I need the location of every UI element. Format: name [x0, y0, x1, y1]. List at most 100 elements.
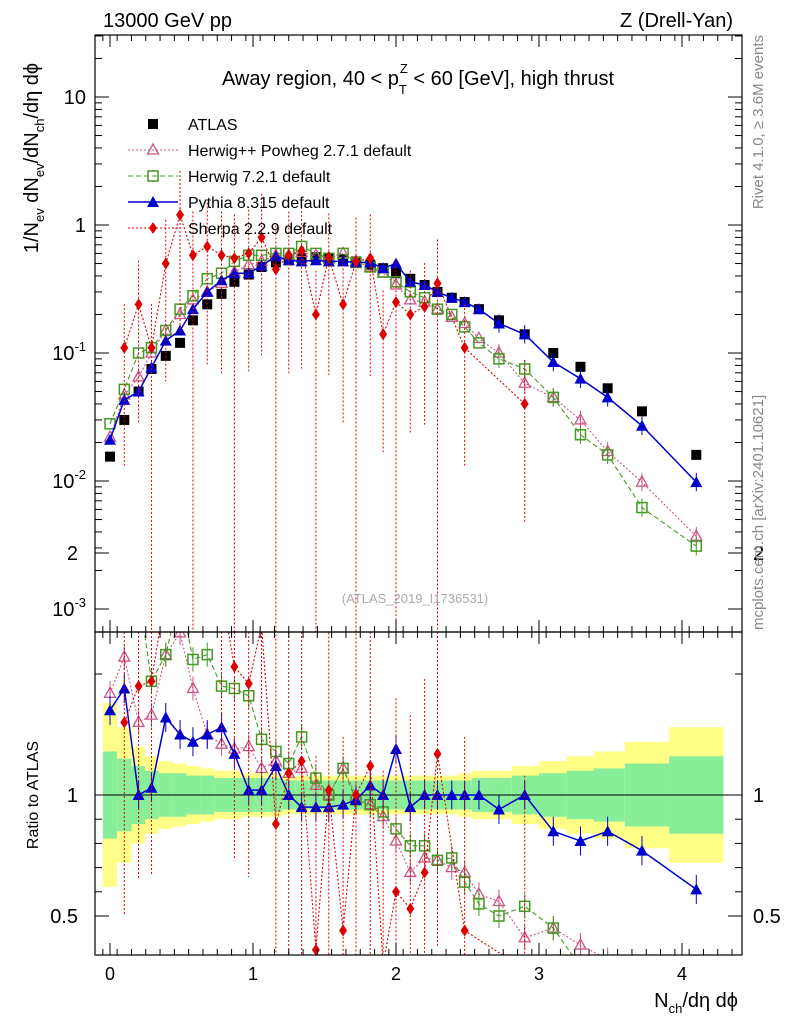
data-point [176, 208, 185, 221]
ratio-point [547, 825, 560, 837]
data-point [134, 298, 143, 311]
data-point [574, 372, 587, 384]
data-point [458, 296, 471, 308]
legend-label: ATLAS [188, 117, 238, 134]
data-point [377, 262, 390, 274]
ratio-point [574, 834, 587, 846]
data-point [473, 337, 485, 349]
ratio-point [472, 789, 485, 800]
data-point [518, 375, 532, 388]
ratio-point [186, 735, 199, 747]
legend-label: Herwig 7.2.1 default [188, 169, 331, 186]
ratio-point [492, 803, 505, 815]
data-point [690, 476, 703, 488]
ratio-point [493, 910, 505, 922]
ratio-point [445, 789, 458, 800]
ratio-point [173, 632, 187, 638]
y-tick-label: 1 [75, 215, 86, 237]
ratio-point [201, 648, 213, 661]
legend-label: Sherpa 2.2.9 default [188, 221, 333, 238]
ratio-point [390, 743, 402, 755]
ratio-point [473, 898, 485, 910]
axis-ticks: 0 1 2 3 4 10-3 10-2 10-1 1 10 0.5 0.5 1 1 2 2 [50, 35, 781, 984]
ratio-point [337, 798, 350, 810]
ratio-point [445, 860, 459, 873]
data-point [230, 252, 239, 265]
data-point [257, 231, 266, 244]
ratio-point [104, 704, 116, 716]
data-point [601, 391, 614, 403]
y-tick-label: 10 [64, 87, 86, 109]
x-tick-label: 4 [677, 964, 687, 984]
ratio-uncertainty-band [95, 703, 742, 887]
data-point [309, 254, 322, 266]
data-point [690, 540, 703, 552]
ratio-point [518, 789, 531, 800]
data-point [547, 356, 560, 368]
data-point [351, 255, 360, 268]
ratio-point [433, 747, 442, 760]
ratio-point [269, 759, 282, 771]
data-point [493, 353, 505, 365]
ratio-point [147, 675, 156, 688]
ratio-point [282, 789, 295, 800]
ratio-point [339, 924, 348, 937]
data-point [460, 341, 469, 354]
data-point [547, 391, 560, 404]
ratio-point [406, 902, 415, 915]
data-point [217, 249, 226, 262]
ratio-point [389, 833, 403, 846]
ratio-tick-label: 0.5 [50, 906, 78, 928]
data-point [203, 240, 212, 253]
data-point [472, 303, 485, 315]
data-point [229, 276, 240, 287]
header-right: Z (Drell-Yan) [620, 10, 733, 32]
data-point [635, 474, 649, 487]
data-point [145, 361, 158, 373]
ratio-tick-label-right: 2 [753, 543, 764, 565]
data-point [339, 298, 348, 311]
watermark: (ATLAS_2019_I1736531) [342, 591, 488, 606]
y-tick-label: 10-3 [52, 595, 86, 621]
data-point [406, 308, 415, 321]
ratio-point [601, 825, 614, 837]
ratio-point [351, 789, 360, 801]
data-point [147, 341, 156, 354]
ratio-point [134, 680, 143, 693]
ratio-tick-label-right: 0.5 [753, 906, 781, 928]
ratio-point [377, 789, 390, 800]
data-point [271, 263, 280, 276]
ratio-point [297, 755, 306, 768]
y-tick-label: 10-1 [52, 339, 86, 365]
mcplots-label: mcplots.cern.ch [arXiv:2401.10621] [750, 395, 767, 630]
data-point [404, 275, 417, 287]
ratio-point [690, 883, 703, 895]
legend-marker [147, 170, 159, 182]
x-tick-label: 0 [105, 964, 115, 984]
data-point [242, 267, 255, 279]
data-point [161, 257, 170, 270]
ratio-point [420, 866, 429, 879]
ratio-point [144, 707, 159, 720]
data-point [445, 309, 459, 322]
main-plot-background [95, 35, 742, 632]
legend-label: Herwig++ Powheg 2.7.1 default [188, 143, 412, 160]
x-tick-label: 1 [248, 964, 258, 984]
data-point [311, 308, 320, 321]
data-point [635, 419, 648, 431]
ratio-point [392, 885, 400, 898]
ratio-point [446, 852, 458, 864]
data-point [255, 259, 268, 271]
ratio-point [120, 716, 129, 729]
x-axis-label: Nch/dη dϕ [654, 990, 738, 1016]
ratio-tick-label: 1 [67, 785, 78, 807]
ratio-point [214, 736, 229, 749]
ratio-point [311, 943, 320, 955]
header-left: 13000 GeV pp [103, 10, 232, 32]
data-point [492, 317, 505, 329]
data-point [244, 247, 253, 260]
ratio-point [145, 781, 158, 793]
data-point [105, 451, 115, 462]
data-point [174, 324, 187, 336]
data-point [574, 428, 587, 441]
